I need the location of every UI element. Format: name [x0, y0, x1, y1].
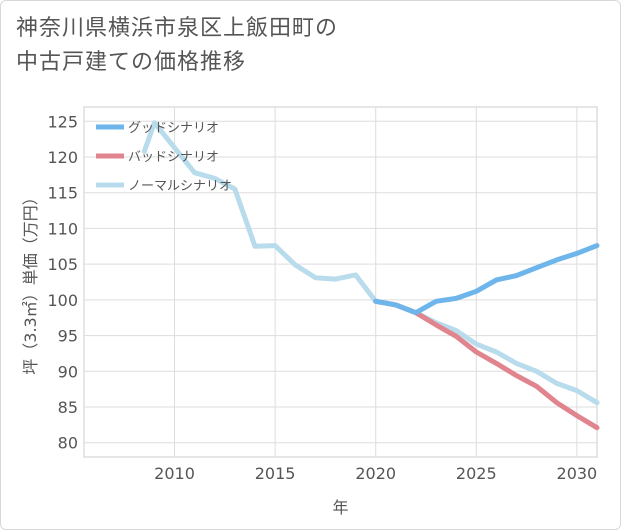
x-tick-label: 2025 [456, 464, 497, 483]
y-tick-label: 110 [47, 219, 78, 238]
x-tick-label: 2015 [255, 464, 296, 483]
series-line-normal [141, 120, 600, 406]
chart-title-line1: 神奈川県横浜市泉区上飯田町の [16, 16, 339, 41]
y-tick-label: 95 [58, 327, 78, 346]
legend-label: ノーマルシナリオ [128, 179, 232, 194]
x-tick-label: 2020 [355, 464, 396, 483]
legend-label: グッドシナリオ [128, 121, 219, 136]
x-axis-title: 年 [332, 498, 348, 517]
y-tick-label: 100 [47, 291, 78, 310]
grid [83, 106, 598, 458]
y-tick-label: 125 [47, 112, 78, 131]
x-tick-label: 2030 [557, 464, 598, 483]
y-tick-label: 115 [47, 184, 78, 203]
chart-title: 神奈川県横浜市泉区上飯田町の 中古戸建ての価格推移 [16, 12, 338, 80]
y-tick-label: 105 [47, 255, 78, 274]
y-tick-label: 120 [47, 148, 78, 167]
y-tick-label: 85 [58, 398, 78, 417]
y-tick-label: 90 [58, 362, 78, 381]
series-group [141, 120, 600, 431]
legend-label: バッドシナリオ [128, 150, 219, 165]
series-line-good [373, 243, 600, 316]
plot-area-border [83, 106, 598, 458]
y-tick-label: 80 [58, 434, 78, 453]
chart-title-line2: 中古戸建ての価格推移 [16, 50, 247, 75]
tick-labels: 80 85 90 95 100 105 110 115 120 125 2010 2015 2020 20… [47, 112, 597, 483]
y-axis-title: 坪（3.3㎡）単価（万円） [21, 189, 40, 374]
series-line-bad [373, 298, 600, 431]
x-tick-label: 2010 [154, 464, 195, 483]
